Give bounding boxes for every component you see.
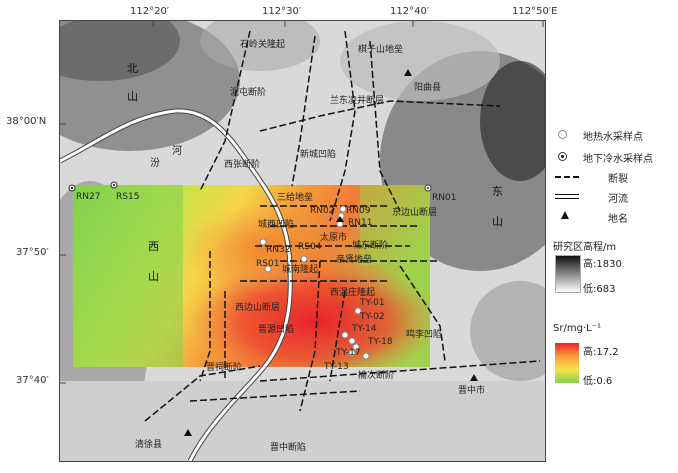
- legend-fault: 断裂: [608, 174, 628, 185]
- fault-chengxi: 城西凹陷: [258, 220, 295, 230]
- lat-tick-1: 38°00′N: [6, 116, 47, 127]
- lon-tick-4: 112°50′E: [512, 6, 558, 17]
- place-markers: [184, 69, 478, 436]
- fault-xiwen: 西温庄隆起: [330, 288, 376, 298]
- dongshan-label-1: 东: [492, 185, 503, 198]
- fault-jinyuan: 晋源凹陷: [258, 325, 295, 335]
- place-qingxu: 清徐县: [135, 440, 163, 450]
- beishan-label-1: 北: [127, 62, 138, 75]
- lon-tick-2: 112°30′: [262, 6, 302, 17]
- beishan-label-2: 山: [127, 90, 138, 103]
- hot-sample-icon: [558, 130, 567, 139]
- xishan-label-2: 山: [148, 270, 159, 283]
- fault-lines: [144, 30, 541, 422]
- sample-ty17: TY-17: [336, 348, 361, 358]
- fault-shiling: 石岭关隆起: [240, 40, 286, 50]
- fault-langjing: 兰东凌井断层: [330, 96, 385, 106]
- legend-river: 河流: [608, 194, 628, 205]
- sample-rn27: RN27: [76, 192, 101, 202]
- sr-ramp: [555, 343, 579, 383]
- sample-rs01: RS01: [256, 259, 280, 269]
- fault-yuci: 榆次断阶: [358, 371, 395, 381]
- sample-ty01: TY-01: [360, 298, 385, 308]
- sr-raster: [73, 185, 430, 367]
- sample-rs04: RS04: [298, 242, 322, 252]
- elev-high: 高:1830: [583, 259, 622, 270]
- fault-xizhang: 西张断阶: [224, 160, 261, 170]
- sr-high: 高:17.2: [583, 347, 619, 358]
- lat-tick-3: 37°40′: [16, 375, 49, 386]
- legend: 地热水采样点 地下冷水采样点 断裂 河流 地名 研究区高程/m 高:1830 低…: [553, 125, 675, 445]
- fault-jinci: 晋祠断阶: [206, 363, 243, 373]
- sample-ty13: TY-13: [324, 362, 349, 372]
- fault-qizi: 棋子山地垒: [358, 45, 404, 55]
- sample-ty18: TY-18: [368, 337, 393, 347]
- elev-title: 研究区高程/m: [553, 242, 617, 253]
- legend-hot: 地热水采样点: [583, 132, 643, 143]
- fenhe-label-1: 汾: [150, 158, 160, 169]
- river-icon: [555, 194, 579, 199]
- cold-sample-icon: [558, 152, 567, 161]
- legend-place: 地名: [608, 214, 628, 225]
- fault-chengdong: 城东断阶: [352, 241, 389, 251]
- xishan-label-1: 西: [148, 240, 159, 253]
- place-taiyuan: 太原市: [320, 233, 348, 243]
- fault-qiangu: 亲贤地垒: [336, 255, 373, 265]
- elev-low: 低:683: [583, 284, 616, 295]
- map-frame: [59, 20, 546, 462]
- fenhe-label-2: 河: [172, 146, 182, 157]
- dongshan-label-2: 山: [492, 215, 503, 228]
- fault-icon: [555, 176, 579, 178]
- map-canvas: [60, 21, 545, 461]
- sample-rn01: RN01: [432, 193, 457, 203]
- hot-samples: [259, 205, 370, 360]
- sr-title: Sr/mg·L⁻¹: [553, 323, 601, 334]
- sample-rn11: RN11: [348, 218, 373, 228]
- legend-cold: 地下冷水采样点: [583, 154, 653, 165]
- fault-xincheng: 新城凹陷: [300, 150, 337, 160]
- sample-rn32: RN32: [266, 245, 291, 255]
- place-jinzhong: 晋中市: [458, 386, 486, 396]
- fault-chengnan: 城南隆起: [282, 265, 319, 275]
- sample-rn09: RN09: [346, 206, 371, 216]
- sample-ty14: TY-14: [352, 324, 377, 334]
- sr-low: 低:0.6: [583, 376, 613, 387]
- place-yangqu: 阳曲县: [414, 83, 442, 93]
- sample-ty02: TY-02: [360, 312, 385, 322]
- place-icon: [561, 211, 569, 219]
- fault-sanjia: 三给地垒: [277, 193, 314, 203]
- sample-rn02: RN02: [310, 206, 335, 216]
- lon-tick-1: 112°20′: [130, 6, 170, 17]
- fault-mingli: 鸣李凹陷: [406, 330, 443, 340]
- elev-ramp: [555, 255, 581, 293]
- lon-tick-3: 112°40′: [390, 6, 430, 17]
- fault-xibian: 西边山断层: [235, 303, 281, 313]
- fault-dongbian: 东边山断层: [392, 208, 438, 218]
- fault-nidun: 泥屯断阶: [230, 88, 267, 98]
- lat-tick-2: 37°50′: [16, 247, 49, 258]
- sample-rs15: RS15: [116, 192, 140, 202]
- fault-jinzhong: 晋中断陷: [270, 443, 307, 453]
